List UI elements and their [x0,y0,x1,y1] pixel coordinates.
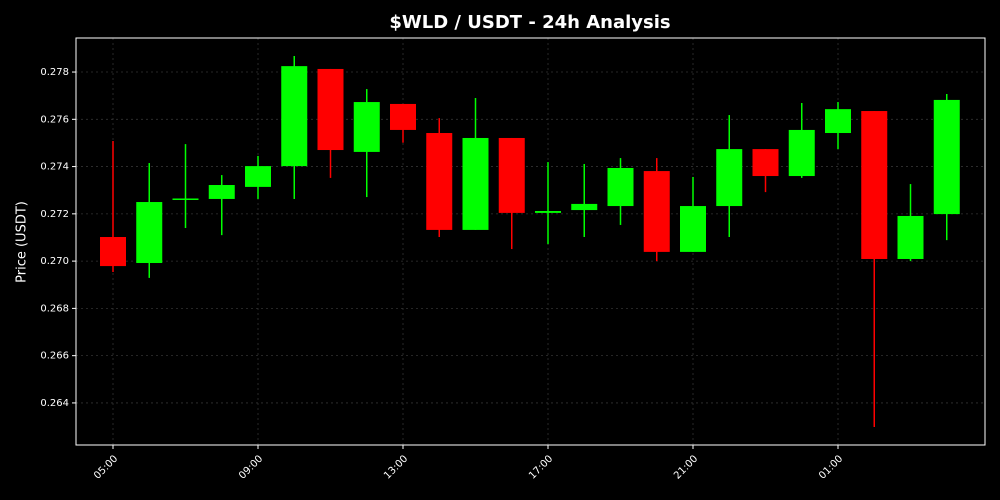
candle-body [825,109,851,134]
candle-body [390,103,416,130]
chart-title: $WLD / USDT - 24h Analysis [389,12,670,33]
candle-body [426,133,453,230]
y-tick-label: 0.278 [40,67,69,78]
candle-body [643,171,670,252]
candle-body [462,137,489,230]
candle-body [172,198,199,200]
y-tick-label: 0.270 [40,256,69,267]
candle-body [281,66,308,167]
y-tick-label: 0.274 [40,162,69,173]
y-axis-label: Price (USDT) [15,201,30,283]
candle-body [353,102,380,152]
y-tick-label: 0.264 [40,398,69,409]
y-tick-label: 0.276 [40,114,69,125]
y-tick-label: 0.272 [40,209,69,220]
candle-body [571,203,598,211]
candle-body [208,185,235,199]
candle-body [100,237,126,267]
candle-body [317,68,344,151]
candle-body [680,206,706,252]
candle-body [498,137,525,213]
candle-body [136,202,163,264]
candle-body [752,149,779,177]
plot-frame [75,37,986,446]
candle-body [933,99,960,215]
candle-body [245,166,271,187]
candle-body [716,149,743,207]
candle-body [861,111,888,259]
candle-body [897,215,924,259]
candle-body [535,211,561,213]
candle-body [607,167,634,207]
y-tick-label: 0.268 [40,303,69,314]
candle-body [788,129,815,177]
y-tick-label: 0.266 [40,351,69,362]
